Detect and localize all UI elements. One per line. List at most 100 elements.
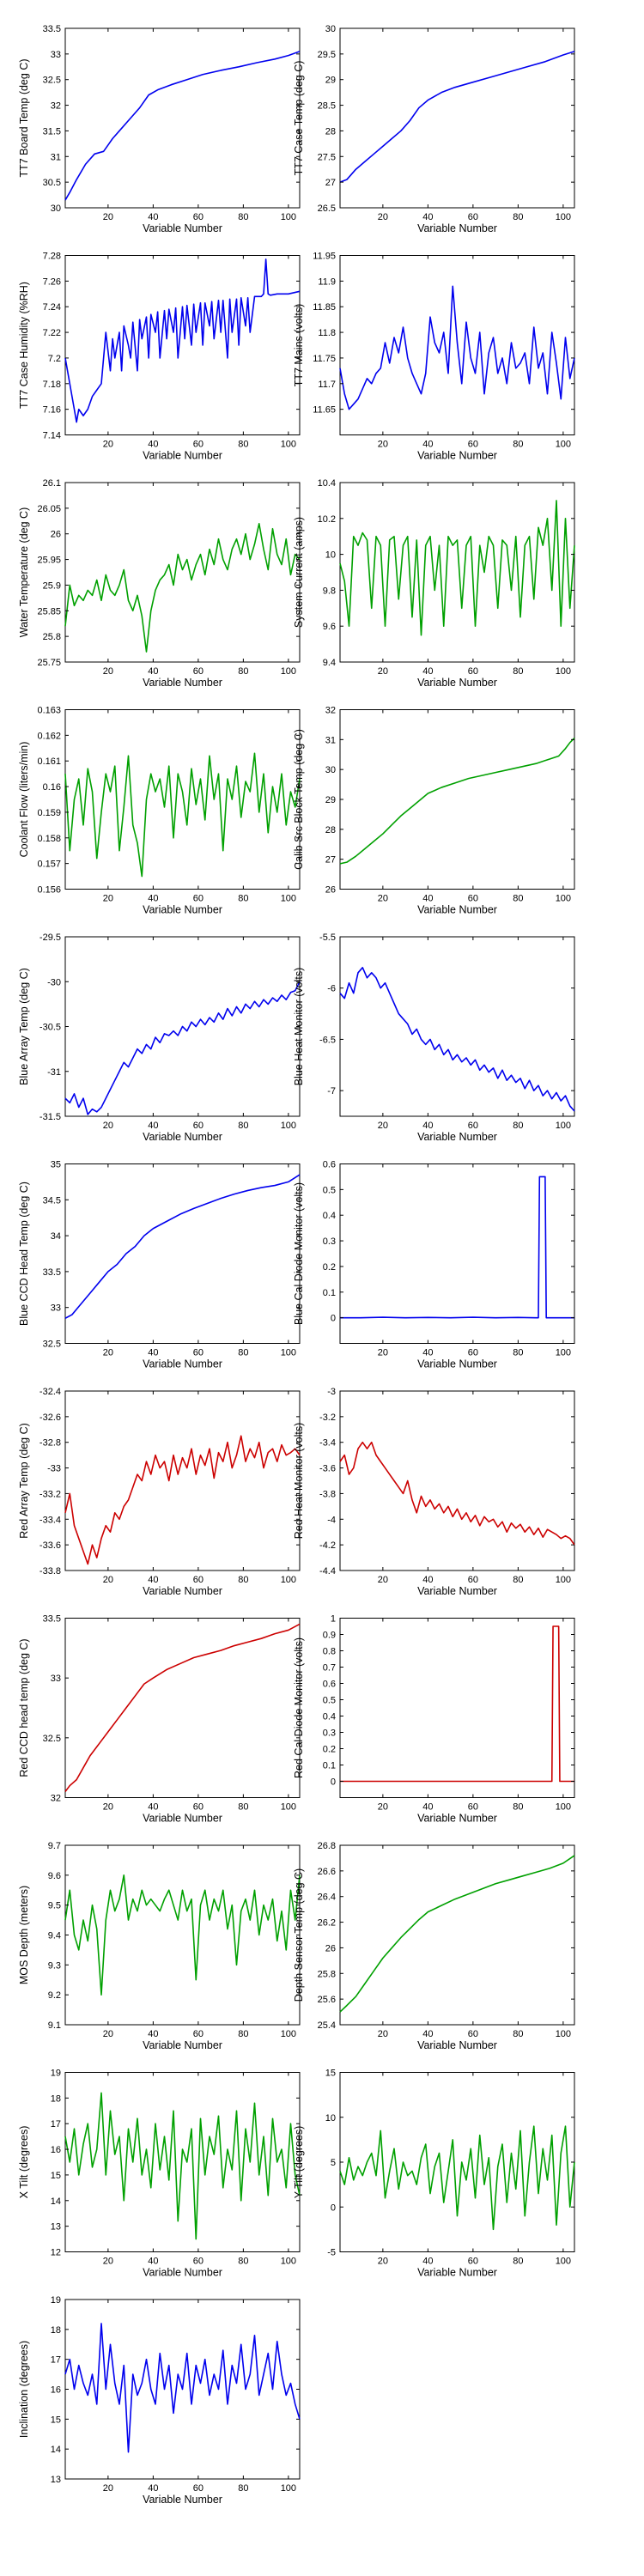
series-line	[64, 2323, 301, 2453]
x-tick-label: 100	[556, 666, 571, 677]
x-tick-label: 60	[468, 1348, 478, 1358]
y-tick-label: 9.5	[48, 1901, 61, 1911]
plot-frame	[64, 1844, 301, 2026]
x-axis-label: Variable Number	[417, 2039, 497, 2051]
y-tick-label: -33.6	[39, 1540, 61, 1551]
subplot-8: 20 40 60 80 100 26 27 28 29 30 31 32 Variable Number…	[293, 706, 575, 916]
y-tick-label: -32.4	[39, 1387, 61, 1397]
y-tick-label: 33	[51, 50, 61, 60]
y-tick-label: 12	[51, 2248, 61, 2258]
x-tick-label: 80	[513, 2029, 523, 2039]
y-tick-label: 17	[51, 2119, 61, 2129]
y-tick-label: -3.4	[319, 1438, 336, 1449]
y-tick-label: -3	[327, 1387, 336, 1397]
y-tick-label: 9.7	[48, 1841, 61, 1851]
x-tick-label: 80	[513, 1802, 523, 1813]
x-tick-label: 100	[281, 212, 296, 222]
y-tick-label: 26	[325, 1943, 336, 1953]
series-line	[64, 1874, 301, 1996]
y-tick-label: 9.8	[323, 586, 336, 596]
y-tick-label: 9.6	[48, 1871, 61, 1881]
series-line	[339, 500, 575, 636]
y-tick-label: 15	[51, 2415, 61, 2425]
y-tick-label: 9.4	[48, 1931, 61, 1941]
y-tick-label: 11.85	[313, 302, 336, 313]
y-tick-label: 11.8	[318, 328, 336, 338]
y-tick-label: 0.4	[323, 1211, 336, 1221]
x-tick-label: 40	[422, 440, 433, 450]
x-tick-label: 80	[238, 440, 248, 450]
x-tick-label: 40	[148, 894, 158, 904]
x-axis-label: Variable Number	[417, 222, 497, 234]
x-tick-label: 100	[281, 1802, 296, 1813]
y-tick-label: 30	[325, 24, 336, 34]
y-tick-label: 25.8	[43, 632, 61, 642]
y-tick-label: 26.05	[37, 504, 61, 514]
y-tick-label: 9.3	[48, 1960, 61, 1971]
x-axis-label: Variable Number	[143, 1131, 222, 1143]
y-tick-label: 0.2	[323, 1262, 336, 1273]
x-tick-label: 40	[148, 1121, 158, 1131]
x-tick-label: 100	[556, 2029, 571, 2039]
x-tick-label: 20	[378, 2029, 388, 2039]
series-line	[339, 1855, 575, 2013]
y-tick-label: -31	[47, 1067, 61, 1078]
y-tick-label: 29	[325, 795, 336, 805]
x-axis-label: Variable Number	[417, 677, 497, 689]
series-line	[339, 738, 575, 865]
y-tick-label: 27	[325, 855, 336, 866]
y-axis-label: X Tilt (degrees)	[18, 2126, 30, 2199]
y-tick-label: 33.5	[43, 24, 61, 34]
y-tick-label: 26.2	[318, 1918, 336, 1929]
y-tick-label: 10	[325, 550, 336, 561]
subplot-11: 20 40 60 80 100 32.5 33 33.5 34 34.5 35 Variable Nu…	[18, 1160, 301, 1370]
y-tick-label: 0.156	[37, 885, 61, 896]
x-tick-label: 60	[468, 1802, 478, 1813]
x-tick-label: 40	[148, 2257, 158, 2267]
x-tick-label: 20	[103, 2257, 113, 2267]
x-tick-label: 100	[281, 1575, 296, 1585]
x-tick-label: 80	[238, 1121, 248, 1131]
y-tick-label: 31	[51, 152, 61, 162]
y-tick-label: 31.5	[43, 126, 61, 137]
x-tick-label: 20	[103, 666, 113, 677]
y-tick-label: 32.5	[43, 1734, 61, 1744]
x-tick-label: 60	[193, 2029, 204, 2039]
plot-frame	[64, 27, 301, 209]
series-line	[339, 285, 575, 410]
y-tick-label: 25.85	[37, 606, 61, 617]
x-tick-label: 20	[378, 1575, 388, 1585]
y-tick-label: 7.26	[43, 276, 61, 287]
y-tick-label: -30.5	[39, 1023, 61, 1033]
plot-frame	[64, 1618, 301, 1798]
y-axis-label: Blue Cal Diode Monitor (volts)	[293, 1182, 305, 1325]
y-tick-label: 7.24	[43, 302, 61, 313]
y-axis-label: TT7 Board Temp (deg C)	[18, 58, 30, 177]
x-tick-label: 40	[148, 1802, 158, 1813]
x-tick-label: 80	[513, 894, 523, 904]
series-line	[64, 981, 301, 1115]
subplot-4: 20 40 60 80 100 11.65 11.7 11.75 11.8 11.85 11.9 11…	[293, 252, 575, 462]
y-tick-label: 0.6	[323, 1680, 336, 1690]
plot-frame	[339, 1844, 575, 2026]
x-tick-label: 60	[193, 1348, 204, 1358]
y-axis-label: Inclination (degrees)	[18, 2341, 30, 2438]
x-tick-label: 60	[193, 1121, 204, 1131]
y-tick-label: 27.5	[318, 152, 336, 162]
x-tick-label: 100	[556, 1802, 571, 1813]
x-axis-label: Variable Number	[143, 2494, 222, 2506]
y-tick-label: -3.2	[319, 1413, 336, 1423]
x-tick-label: 60	[193, 666, 204, 677]
y-tick-label: 28	[325, 126, 336, 137]
y-tick-label: 0.7	[323, 1663, 336, 1674]
x-tick-label: 40	[422, 666, 433, 677]
y-tick-label: 0	[331, 1314, 336, 1324]
y-tick-label: -3.6	[319, 1464, 336, 1474]
y-tick-label: 14	[51, 2445, 61, 2455]
y-tick-label: 9.1	[48, 2020, 61, 2031]
plot-frame	[339, 482, 575, 663]
y-tick-label: 28	[325, 825, 336, 835]
x-tick-label: 20	[378, 1802, 388, 1813]
x-tick-label: 40	[148, 2483, 158, 2494]
y-tick-label: 0.5	[323, 1696, 336, 1706]
